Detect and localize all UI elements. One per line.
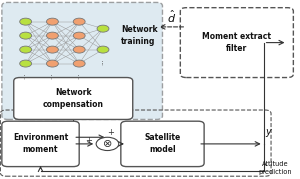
FancyBboxPatch shape [180,8,293,78]
Circle shape [46,60,58,67]
Circle shape [46,32,58,39]
Circle shape [73,60,85,67]
FancyBboxPatch shape [2,3,163,119]
Text: $\otimes$: $\otimes$ [102,138,112,149]
Text: Network
compensation: Network compensation [43,88,104,109]
FancyBboxPatch shape [14,78,133,119]
Circle shape [73,46,85,53]
Text: Satellite
model: Satellite model [144,134,181,154]
FancyBboxPatch shape [121,121,204,167]
Circle shape [97,46,109,53]
Text: Attitude
prediction: Attitude prediction [259,161,292,175]
Text: ···: ··· [23,72,29,79]
Text: ···: ··· [50,72,56,79]
Circle shape [46,18,58,25]
Circle shape [20,32,32,39]
Text: $\hat{d}$: $\hat{d}$ [167,8,176,25]
Circle shape [20,18,32,25]
Text: +: + [107,127,114,137]
Circle shape [46,46,58,53]
Circle shape [73,18,85,25]
Text: $y$: $y$ [265,127,273,139]
Circle shape [73,32,85,39]
Text: ···: ··· [76,72,82,79]
FancyBboxPatch shape [2,121,79,167]
Circle shape [20,46,32,53]
Text: ···: ··· [100,58,106,65]
Circle shape [97,25,109,32]
Text: Environment
moment: Environment moment [13,134,68,154]
Text: Moment extract
filter: Moment extract filter [202,32,271,53]
Circle shape [20,60,32,67]
Circle shape [96,137,119,151]
Text: Network
training: Network training [121,25,158,46]
Text: +: + [85,136,92,145]
